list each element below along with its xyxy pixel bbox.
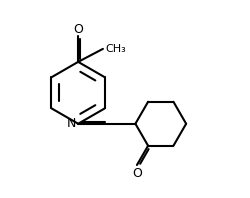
Text: CH₃: CH₃ bbox=[105, 44, 126, 54]
Text: O: O bbox=[132, 167, 141, 180]
Text: N: N bbox=[66, 117, 76, 130]
Text: O: O bbox=[73, 23, 83, 36]
